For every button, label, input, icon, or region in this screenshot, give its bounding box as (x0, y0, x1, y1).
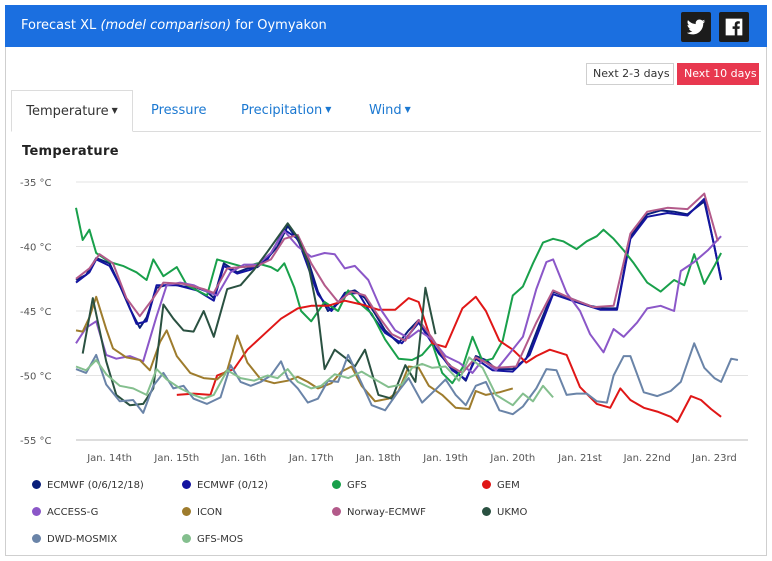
y-tick-label: -50 °C (20, 372, 52, 383)
tab-wind[interactable]: Wind ▼ (369, 90, 411, 132)
series-line-9[interactable] (75, 356, 554, 407)
twitter-button[interactable] (681, 12, 711, 42)
x-tick-label: Jan. 22nd (623, 453, 671, 464)
legend-swatch (32, 480, 41, 489)
legend-label: Norway-ECMWF (347, 507, 426, 518)
series-line-5[interactable] (75, 295, 514, 410)
page-title: Forecast XL (model comparison) for Oymya… (21, 18, 327, 33)
x-tick-label: Jan. 16th (221, 453, 267, 464)
tab-precipitation-label: Precipitation (241, 103, 323, 118)
page-header: Forecast XL (model comparison) for Oymya… (5, 5, 767, 47)
x-tick-label: Jan. 23rd (691, 453, 737, 464)
x-tick-label: Jan. 19th (422, 453, 468, 464)
legend-item[interactable]: GFS (332, 479, 367, 491)
tab-precipitation[interactable]: Precipitation ▼ (241, 90, 331, 132)
legend-item[interactable]: UKMO (482, 506, 527, 518)
legend-swatch (182, 507, 191, 516)
series-line-0[interactable] (75, 200, 723, 382)
legend-label: ICON (197, 507, 223, 518)
legend-swatch (332, 507, 341, 516)
legend-item[interactable]: GFS-MOS (182, 533, 243, 545)
caret-down-icon: ▼ (111, 106, 118, 115)
legend-label: DWD-MOSMIX (47, 534, 118, 545)
title-prefix: Forecast XL (21, 18, 97, 33)
legend-label: ACCESS-G (47, 507, 99, 518)
twitter-icon (686, 19, 706, 35)
legend-label: ECMWF (0/6/12/18) (47, 480, 144, 491)
x-tick-label: Jan. 17th (288, 453, 334, 464)
legend-label: GEM (497, 480, 520, 491)
legend-item[interactable]: ECMWF (0/6/12/18) (32, 479, 144, 491)
x-tick-label: Jan. 14th (86, 453, 132, 464)
legend-swatch (482, 480, 491, 489)
legend-item[interactable]: ECMWF (0/12) (182, 479, 268, 491)
y-tick-label: -40 °C (20, 243, 52, 254)
legend-swatch (32, 534, 41, 543)
caret-down-icon: ▼ (325, 105, 332, 114)
legend-label: GFS-MOS (197, 534, 244, 545)
legend-swatch (482, 507, 491, 516)
legend-item[interactable]: GEM (482, 479, 520, 491)
x-tick-label: Jan. 20th (489, 453, 535, 464)
next-10-days-button[interactable]: Next 10 days (677, 63, 759, 85)
legend-swatch (32, 507, 41, 516)
title-model: (model comparison) (100, 18, 232, 33)
tab-temperature-label: Temperature (26, 104, 109, 119)
caret-down-icon: ▼ (404, 105, 411, 114)
legend-item[interactable]: ICON (182, 506, 222, 518)
tabs-divider (11, 131, 761, 132)
title-suffix: for Oymyakon (235, 18, 327, 33)
legend-item[interactable]: DWD-MOSMIX (32, 533, 117, 545)
y-tick-label: -35 °C (20, 178, 52, 189)
x-tick-label: Jan. 18th (355, 453, 401, 464)
tab-temperature[interactable]: Temperature ▼ (11, 90, 133, 132)
legend-item[interactable]: Norway-ECMWF (332, 506, 426, 518)
legend-label: UKMO (497, 507, 528, 518)
chart-title: Temperature (22, 144, 119, 159)
y-tick-label: -55 °C (20, 436, 52, 447)
tab-pressure-label: Pressure (151, 103, 207, 118)
legend-swatch (182, 480, 191, 489)
series-line-1[interactable] (75, 197, 723, 381)
legend-label: ECMWF (0/12) (197, 480, 269, 491)
y-tick-label: -45 °C (20, 307, 52, 318)
series-line-3[interactable] (176, 295, 722, 423)
series-line-8[interactable] (75, 342, 739, 416)
next-2-3-days-button[interactable]: Next 2-3 days (586, 63, 674, 85)
forecast-panel (5, 47, 767, 556)
tab-wind-label: Wind (369, 103, 402, 118)
x-tick-label: Jan. 15th (153, 453, 199, 464)
x-tick-label: Jan. 21st (557, 453, 602, 464)
legend-swatch (182, 534, 191, 543)
facebook-icon (725, 18, 743, 36)
tab-pressure[interactable]: Pressure (151, 90, 207, 132)
legend-label: GFS (347, 480, 367, 491)
series-line-2[interactable] (75, 207, 722, 385)
series-line-6[interactable] (75, 192, 719, 374)
legend-item[interactable]: ACCESS-G (32, 506, 98, 518)
facebook-button[interactable] (719, 12, 749, 42)
legend-swatch (332, 480, 341, 489)
